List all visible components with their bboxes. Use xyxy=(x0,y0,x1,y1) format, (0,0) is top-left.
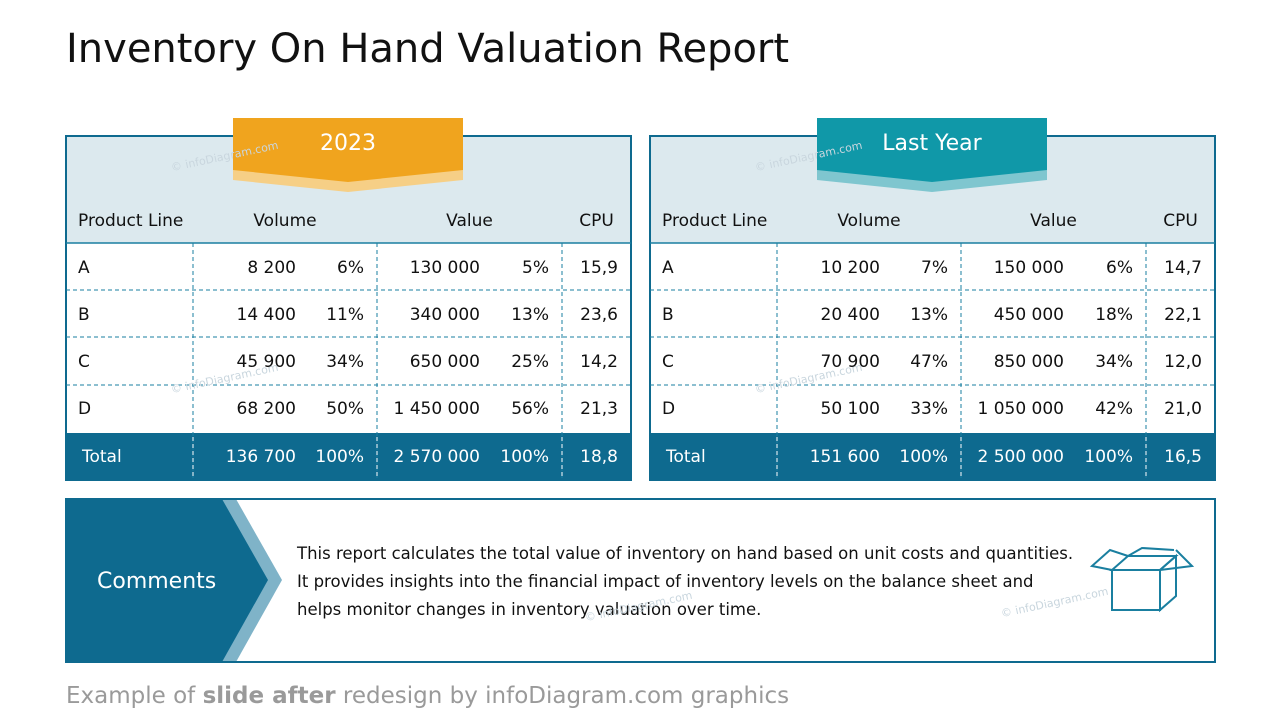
total-cell: 100% xyxy=(899,447,948,467)
table-cell: 11% xyxy=(326,305,364,325)
table-cell: 1 050 000 xyxy=(977,399,1064,419)
table-cell: 50 100 xyxy=(820,399,880,419)
total-row xyxy=(66,433,631,480)
table-cell: 42% xyxy=(1095,399,1133,419)
table-cell: 13% xyxy=(511,305,549,325)
column-header: Volume xyxy=(837,211,901,231)
table-cell: 22,1 xyxy=(1164,305,1202,325)
table-cell: 340 000 xyxy=(409,305,480,325)
table-cell: A xyxy=(78,258,90,278)
footer-bold: slide after xyxy=(202,683,336,709)
table-cell: 10 200 xyxy=(820,258,880,278)
table-cell: 6% xyxy=(337,258,364,278)
table-cell: B xyxy=(662,305,674,325)
footer-text: Example of xyxy=(66,683,203,709)
table-cell: 12,0 xyxy=(1164,352,1202,372)
total-cell: 16,5 xyxy=(1164,447,1202,467)
column-header: Value xyxy=(446,211,493,231)
comments-label: Comments xyxy=(97,569,217,594)
box-icon xyxy=(1089,546,1195,613)
column-header: Product Line xyxy=(78,211,184,231)
total-cell: Total xyxy=(666,447,706,467)
comments-arrow xyxy=(66,499,268,662)
total-cell: 136 700 xyxy=(225,447,296,467)
column-header: CPU xyxy=(579,211,614,231)
table-shapes xyxy=(65,118,632,481)
table-cell: 450 000 xyxy=(993,305,1064,325)
total-cell: 100% xyxy=(315,447,364,467)
column-header: CPU xyxy=(1163,211,1198,231)
table-cell: 15,9 xyxy=(580,258,618,278)
column-header: Volume xyxy=(253,211,317,231)
table-cell: C xyxy=(78,352,90,372)
table-cell: 25% xyxy=(511,352,549,372)
table-cell: C xyxy=(662,352,674,372)
title: Inventory On Hand Valuation Report xyxy=(66,26,790,72)
table-cell: 23,6 xyxy=(580,305,618,325)
table-cell: 68 200 xyxy=(236,399,296,419)
table-cell: 5% xyxy=(522,258,549,278)
table-cell: 18% xyxy=(1095,305,1133,325)
ribbon xyxy=(233,118,463,182)
table-cell: 34% xyxy=(326,352,364,372)
footer-text: redesign by infoDiagram.com graphics xyxy=(335,683,790,709)
table-cell: 70 900 xyxy=(820,352,880,372)
ribbon xyxy=(817,118,1047,182)
table-cell: 33% xyxy=(910,399,948,419)
table-cell: D xyxy=(662,399,676,419)
table-cell: 6% xyxy=(1106,258,1133,278)
table-cell: 47% xyxy=(910,352,948,372)
ribbon-label: Last Year xyxy=(882,131,982,156)
table-cell: 50% xyxy=(326,399,364,419)
table-cell: 850 000 xyxy=(993,352,1064,372)
table-cell: 14,2 xyxy=(580,352,618,372)
table-cell: 130 000 xyxy=(409,258,480,278)
table-cell: 14 400 xyxy=(236,305,296,325)
total-cell: 151 600 xyxy=(809,447,880,467)
table-cell: 20 400 xyxy=(820,305,880,325)
table-cell: A xyxy=(662,258,674,278)
table-cell: 7% xyxy=(921,258,948,278)
footer: Example of slide after redesign by infoD… xyxy=(66,683,789,709)
total-cell: 2 500 000 xyxy=(977,447,1064,467)
total-cell: 18,8 xyxy=(580,447,618,467)
table-cell: D xyxy=(78,399,92,419)
table-cell: 150 000 xyxy=(993,258,1064,278)
table-cell: 13% xyxy=(910,305,948,325)
table-shapes xyxy=(649,118,1216,481)
table-cell: 21,3 xyxy=(580,399,618,419)
total-row xyxy=(650,433,1215,480)
total-cell: 100% xyxy=(500,447,549,467)
table-cell: 21,0 xyxy=(1164,399,1202,419)
table-cell: 1 450 000 xyxy=(393,399,480,419)
table-cell: 14,7 xyxy=(1164,258,1202,278)
table-cell: 56% xyxy=(511,399,549,419)
ribbon-label: 2023 xyxy=(320,131,376,156)
column-header: Value xyxy=(1030,211,1077,231)
total-cell: 100% xyxy=(1084,447,1133,467)
table-cell: 8 200 xyxy=(247,258,296,278)
comments-text: This report calculates the total value o… xyxy=(297,544,1074,619)
table-cell: 45 900 xyxy=(236,352,296,372)
total-cell: Total xyxy=(82,447,122,467)
table-cell: 650 000 xyxy=(409,352,480,372)
total-cell: 2 570 000 xyxy=(393,447,480,467)
table-cell: B xyxy=(78,305,90,325)
column-header: Product Line xyxy=(662,211,768,231)
table-cell: 34% xyxy=(1095,352,1133,372)
